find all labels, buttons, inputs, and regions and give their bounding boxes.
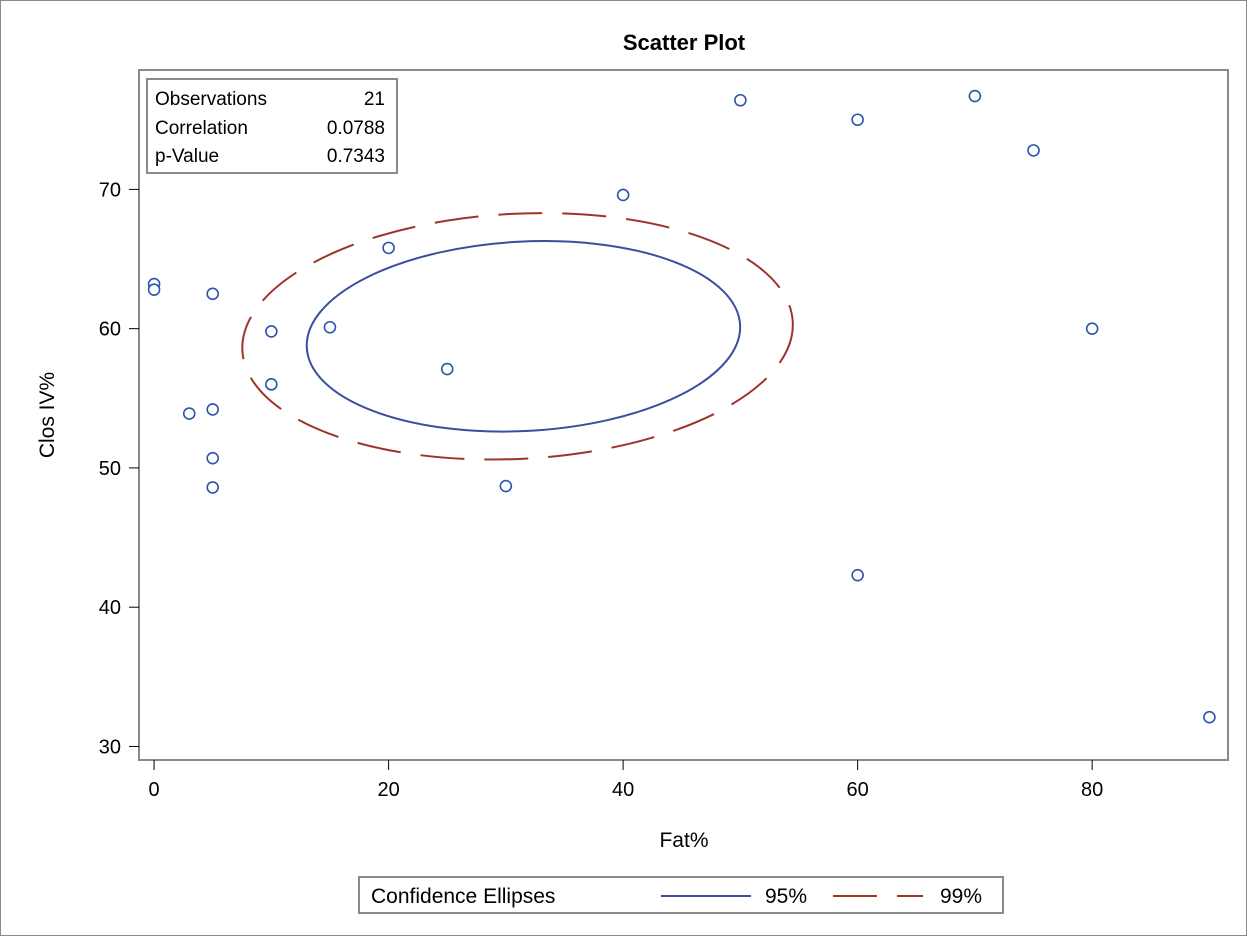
x-axis: 0 20 40 60 80: [149, 760, 1103, 801]
x-axis-label: Fat%: [659, 829, 708, 852]
stats-observations-value: 21: [364, 89, 385, 110]
data-points: [147, 89, 1216, 724]
data-point: [323, 320, 337, 334]
data-point: [616, 188, 630, 202]
legend-95-label: 95%: [765, 885, 807, 908]
x-tick-label: 20: [377, 779, 399, 801]
data-point: [734, 93, 747, 107]
legend-title: Confidence Ellipses: [371, 885, 555, 908]
data-point: [440, 362, 454, 376]
data-point: [265, 378, 278, 391]
data-point: [265, 325, 278, 338]
data-point: [851, 568, 864, 582]
chart-title: Scatter Plot: [623, 30, 746, 55]
data-point: [147, 283, 161, 296]
y-tick-label: 60: [99, 319, 121, 341]
stats-observations-label: Observations: [155, 89, 267, 110]
data-point: [206, 481, 220, 494]
x-tick-label: 0: [149, 779, 160, 801]
data-point: [382, 241, 395, 255]
data-point: [1085, 322, 1099, 335]
stats-pvalue-label: p-Value: [155, 146, 219, 167]
data-point: [206, 287, 220, 301]
x-tick-label: 80: [1081, 779, 1103, 801]
data-point: [1027, 144, 1040, 157]
x-tick-label: 40: [612, 779, 634, 801]
data-point: [182, 407, 196, 420]
y-tick-label: 70: [99, 179, 121, 201]
confidence-ellipses: [241, 212, 794, 461]
ellipse-95: [305, 240, 742, 433]
y-tick-label: 30: [99, 736, 121, 758]
x-tick-label: 60: [847, 779, 869, 801]
plot-area: [138, 69, 1229, 761]
y-axis-label: Clos IV%: [36, 372, 59, 458]
y-axis: 30 40 50 60 70: [99, 179, 139, 758]
stats-pvalue-value: 0.7343: [327, 146, 385, 167]
data-point: [499, 479, 513, 493]
y-tick-label: 40: [99, 597, 121, 619]
legend-99-label: 99%: [940, 885, 982, 908]
stats-correlation-value: 0.0788: [327, 118, 385, 139]
data-point: [1203, 710, 1216, 724]
data-point: [206, 403, 220, 416]
stats-box-frame: [146, 78, 398, 174]
legend: Confidence Ellipses 95% 99%: [358, 876, 1004, 914]
stats-box: Observations 21 Correlation 0.0788 p-Val…: [146, 78, 398, 174]
stats-correlation-label: Correlation: [155, 118, 248, 139]
y-tick-label: 50: [99, 458, 121, 480]
data-point: [206, 451, 220, 465]
ellipse-99: [241, 212, 794, 461]
data-point: [851, 113, 864, 127]
data-point: [968, 89, 982, 103]
